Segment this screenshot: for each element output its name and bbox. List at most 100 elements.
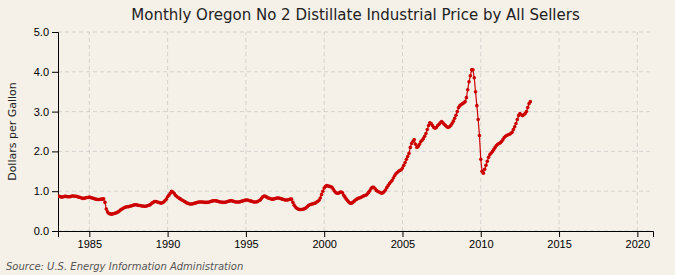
x-axis: 1985 1990 1995 2000 2005 2010 2015 2020: [59, 231, 654, 250]
tick: 2.0: [34, 145, 58, 157]
tick-mark: [637, 231, 638, 237]
grid-line-y: [58, 32, 653, 33]
tick-mark: [52, 32, 58, 33]
tick-label: 2.0: [34, 145, 49, 157]
grid-line-y: [58, 191, 653, 192]
point: [321, 189, 325, 193]
point: [472, 76, 476, 80]
tick: 1995: [234, 231, 258, 250]
tick-label: 1990: [156, 238, 180, 250]
plot-area: [58, 68, 532, 216]
point: [484, 164, 488, 168]
grid-line-x: [637, 32, 638, 231]
point: [514, 122, 518, 126]
grid-line-x: [324, 32, 325, 231]
title: Monthly Oregon No 2 Distillate Industria…: [131, 6, 580, 24]
tick-mark: [246, 231, 247, 237]
tick: 3.0: [34, 106, 58, 118]
tick-label: 4.0: [34, 66, 49, 78]
y-axis-title: Dollars per Gallon: [6, 82, 19, 181]
source-note: Source: U.S. Energy Information Administ…: [6, 261, 243, 272]
point: [102, 197, 106, 201]
tick-mark: [168, 231, 169, 237]
tick-mark: [52, 231, 58, 232]
point: [469, 74, 473, 78]
point: [455, 110, 459, 114]
tick: 4.0: [34, 66, 58, 78]
tick-label: 1995: [234, 238, 258, 250]
tick-label: 2000: [312, 238, 336, 250]
grid: [58, 32, 653, 231]
point: [482, 171, 486, 175]
tick-label: 1.0: [34, 185, 49, 197]
point: [525, 110, 529, 114]
grid-line-y: [58, 111, 653, 112]
point: [412, 138, 416, 142]
grid-line-y: [58, 71, 653, 72]
tick-label: 2020: [626, 238, 650, 250]
tick: 1.0: [34, 185, 58, 197]
tick-mark: [52, 151, 58, 152]
point: [320, 193, 324, 197]
tick-mark: [52, 72, 58, 73]
tick-mark: [52, 191, 58, 192]
tick-mark: [52, 112, 58, 113]
point: [454, 113, 458, 117]
tick: 1990: [156, 231, 180, 250]
axis-line: [52, 33, 59, 232]
grid-line-x: [167, 32, 168, 231]
tick-mark: [559, 231, 560, 237]
point: [290, 197, 294, 201]
tick: 0.0: [34, 225, 58, 237]
point: [409, 146, 413, 150]
tick: 1985: [78, 231, 102, 250]
tick-label: 2010: [469, 238, 493, 250]
point: [476, 118, 480, 122]
tick: 2005: [391, 231, 415, 250]
tick-label: 0.0: [34, 225, 49, 237]
tick-mark: [324, 231, 325, 237]
point: [471, 68, 475, 72]
tick-label: 2015: [547, 238, 571, 250]
grid-line-x: [559, 32, 560, 231]
point: [529, 100, 533, 104]
point: [466, 88, 470, 92]
point: [467, 80, 471, 84]
axis-line: [59, 232, 654, 238]
tick-mark: [89, 231, 90, 237]
point: [475, 104, 479, 108]
point: [515, 118, 519, 122]
point: [406, 155, 410, 159]
point: [403, 161, 407, 165]
tick-mark: [402, 231, 403, 237]
tick-label: 3.0: [34, 106, 49, 118]
tick-mark: [481, 231, 482, 237]
point: [407, 152, 411, 156]
point: [485, 160, 489, 164]
point: [526, 106, 530, 110]
tick: 2010: [469, 231, 493, 250]
tick-label: 1985: [78, 238, 102, 250]
point: [479, 158, 483, 162]
point: [474, 90, 478, 94]
line: [58, 70, 530, 214]
grid-line-x: [480, 32, 481, 231]
point: [103, 201, 107, 205]
tick-label: 2005: [391, 238, 415, 250]
tick: 2015: [547, 231, 571, 250]
tick-label: 5.0: [34, 26, 49, 38]
point: [463, 100, 467, 104]
point: [465, 96, 469, 100]
point: [453, 117, 457, 121]
point: [425, 128, 429, 132]
grid-line-x: [402, 32, 403, 231]
point: [483, 168, 487, 172]
tick: 5.0: [34, 26, 58, 38]
point: [424, 132, 428, 136]
point: [478, 134, 482, 138]
tick: 2000: [312, 231, 336, 250]
point: [318, 196, 322, 200]
point: [513, 125, 517, 129]
tick: 2020: [626, 231, 650, 250]
grid-line-x: [89, 32, 90, 231]
